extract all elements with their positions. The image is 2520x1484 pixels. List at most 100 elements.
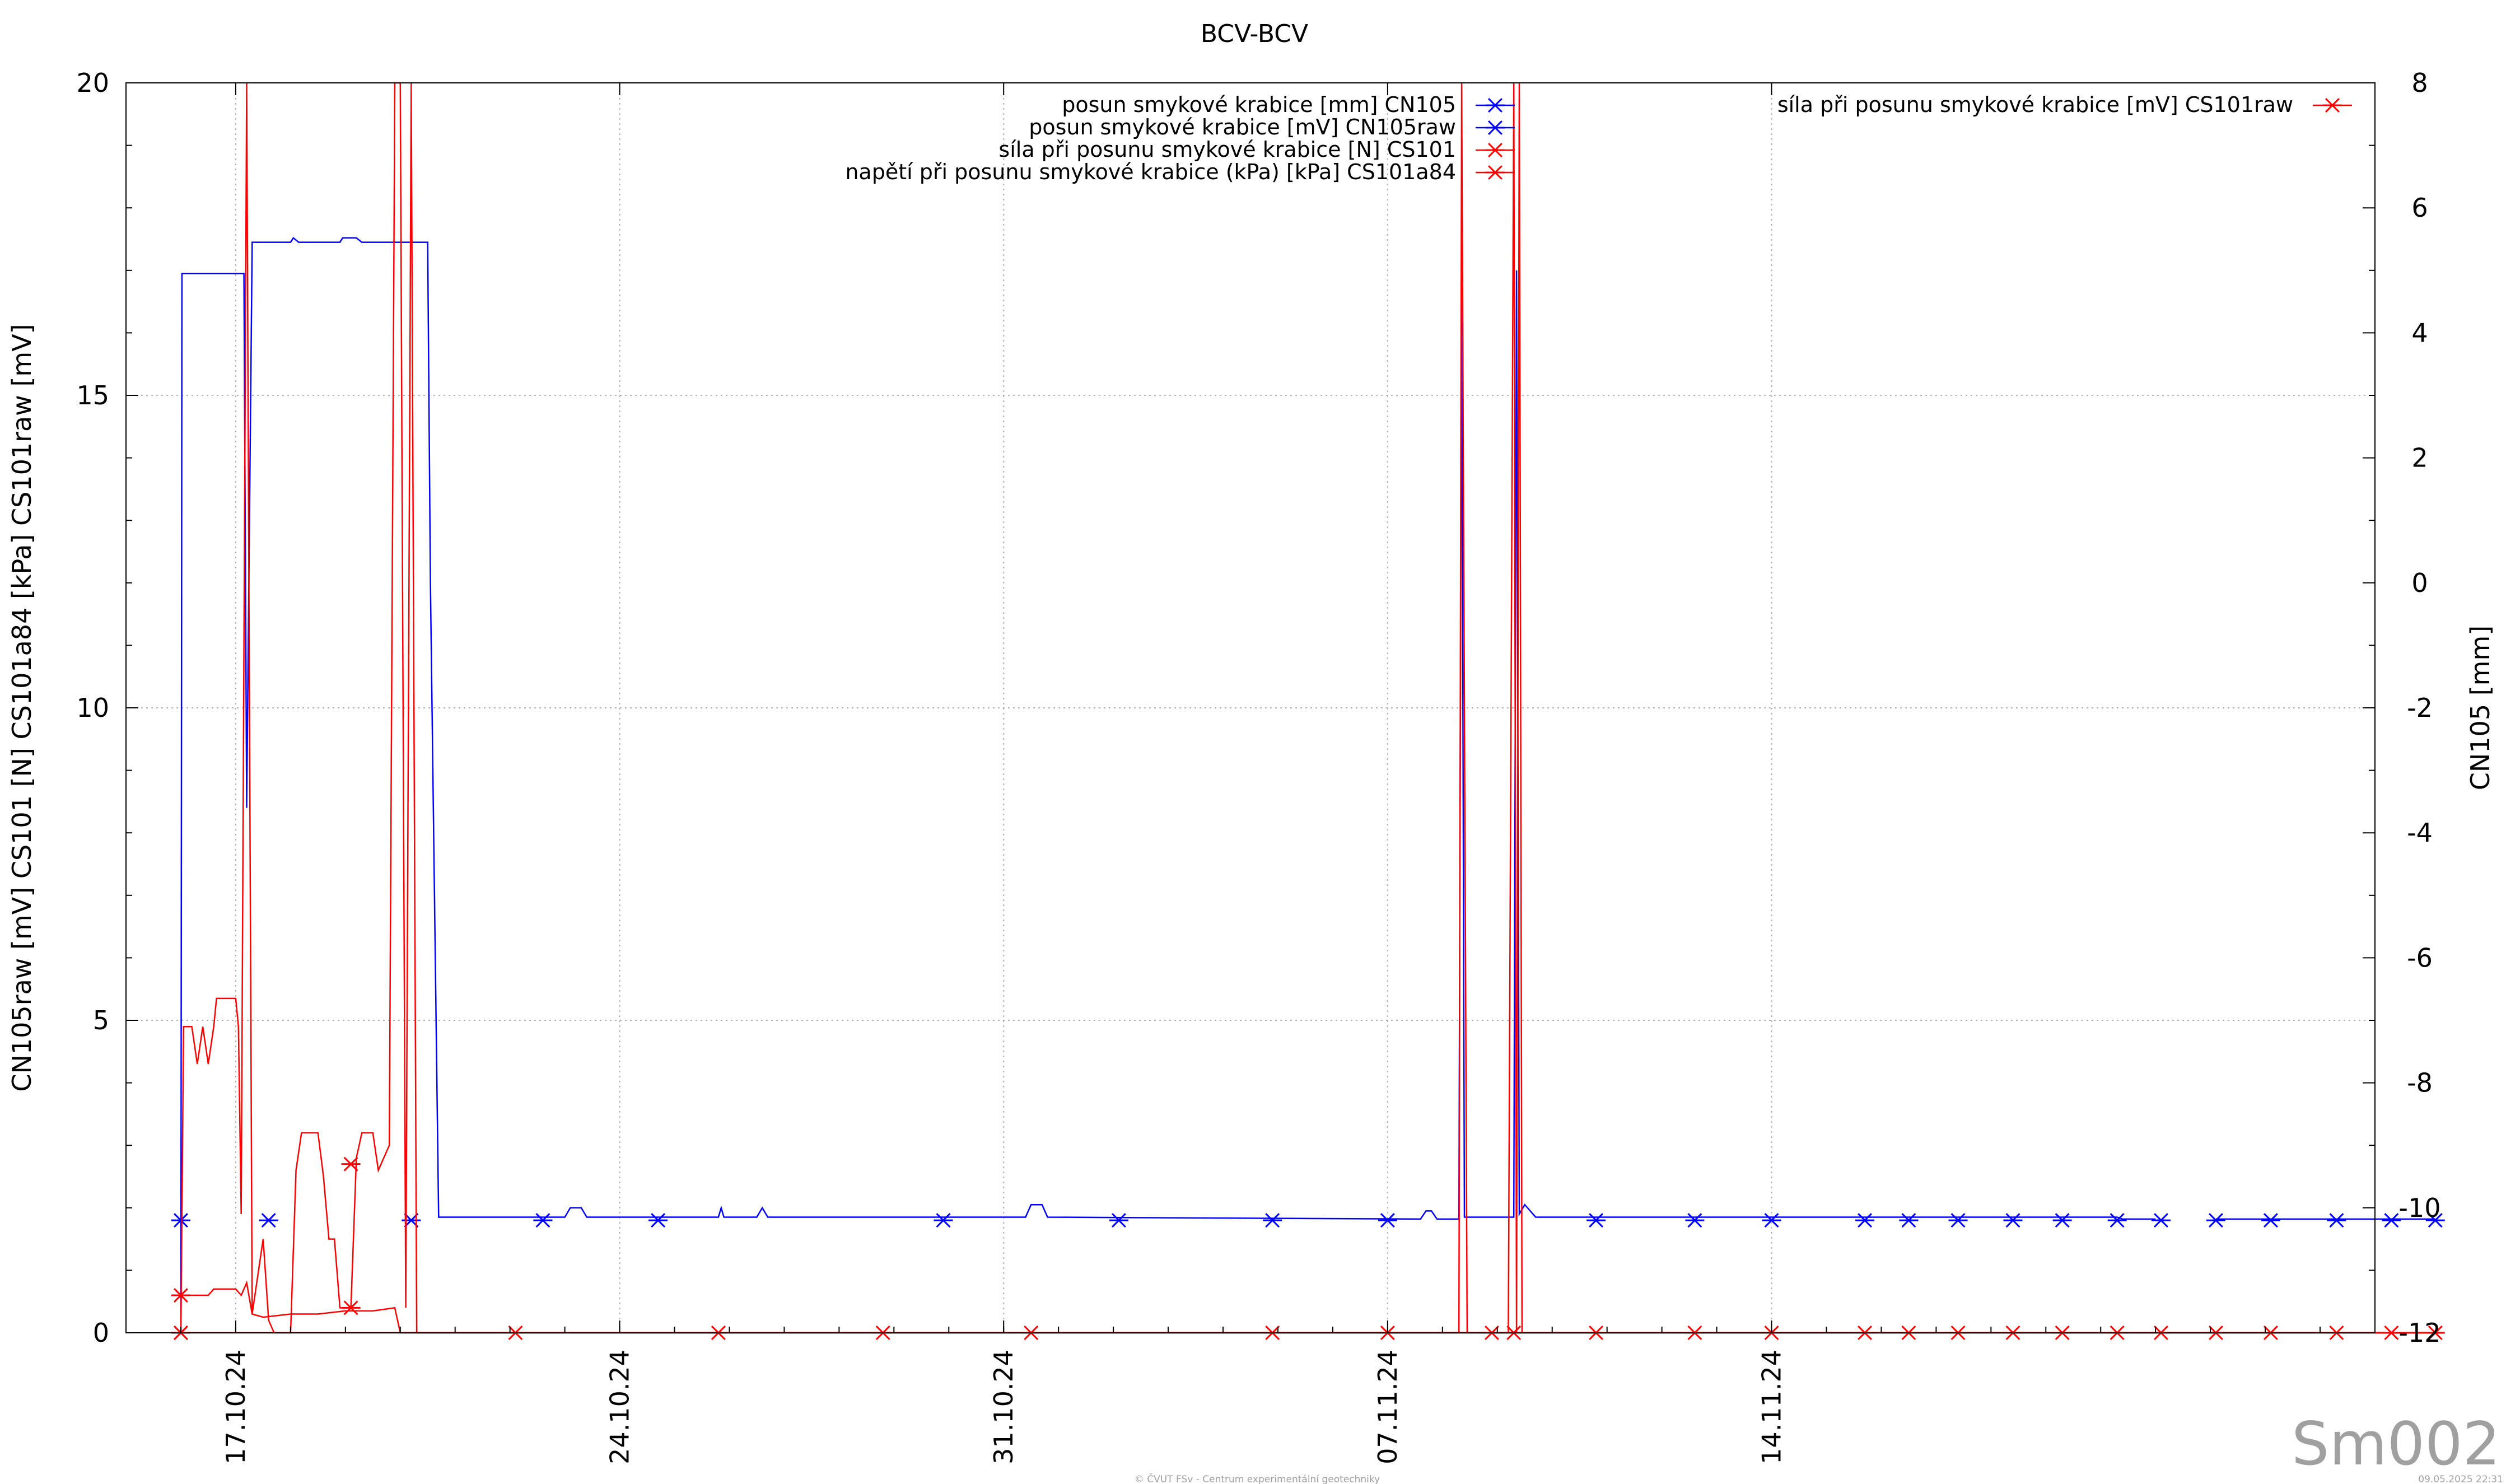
legend-entry: síla při posunu smykové krabice [N] CS10… bbox=[998, 137, 1515, 162]
series-marker-0 bbox=[2382, 1213, 2401, 1228]
marker-stroke bbox=[2329, 1213, 2344, 1228]
series-line-3 bbox=[181, 1280, 2435, 1334]
y-right-tick-label: -6 bbox=[2407, 942, 2433, 973]
x-tick-label: 07.11.24 bbox=[1373, 1350, 1403, 1464]
series-marker-0 bbox=[259, 1213, 278, 1228]
legend-swatch-marker bbox=[1486, 98, 1505, 113]
marker-stroke bbox=[1488, 120, 1502, 135]
y-right-tick-label: 8 bbox=[2411, 68, 2428, 98]
legend-entry-label: posun smykové krabice [mV] CN105raw bbox=[1029, 115, 1456, 139]
legend-entry-label: posun smykové krabice [mm] CN105 bbox=[1062, 92, 1456, 117]
series-marker-0 bbox=[1685, 1213, 1705, 1228]
series-marker-2 bbox=[341, 1300, 361, 1315]
x-tick-label: 17.10.24 bbox=[221, 1350, 251, 1464]
marker-stroke bbox=[343, 1300, 358, 1315]
series-marker-0 bbox=[2261, 1213, 2280, 1228]
legend-entry-label: síla při posunu smykové krabice [mV] CS1… bbox=[1777, 92, 2293, 117]
grid bbox=[126, 83, 2375, 1333]
legend-entry: posun smykové krabice [mm] CN105 bbox=[1062, 92, 1515, 117]
marker-stroke bbox=[2428, 1213, 2443, 1228]
series-marker-0 bbox=[1948, 1213, 1968, 1228]
series-marker-0 bbox=[2327, 1213, 2346, 1228]
y-right-tick-label: 2 bbox=[2411, 443, 2428, 473]
marker-stroke bbox=[2110, 1213, 2125, 1228]
series-marker-0 bbox=[648, 1213, 668, 1228]
marker-stroke bbox=[1380, 1213, 1395, 1228]
chart-title: BCV-BCV bbox=[1201, 20, 1308, 48]
y-right-tick-label: 0 bbox=[2411, 568, 2428, 598]
marker-stroke bbox=[651, 1213, 666, 1228]
marker-stroke bbox=[1589, 1213, 1604, 1228]
series-line-2 bbox=[180, 82, 2435, 1334]
legend-entry-label: síla při posunu smykové krabice [N] CS10… bbox=[998, 137, 1456, 162]
legend-entry: posun smykové krabice [mV] CN105raw bbox=[1029, 115, 1515, 139]
marker-stroke bbox=[2325, 98, 2340, 113]
series-marker-0 bbox=[1109, 1213, 1128, 1228]
footer-timestamp: 09.05.2025 22:31 bbox=[2418, 1474, 2503, 1484]
marker-stroke bbox=[2384, 1326, 2399, 1340]
x-tick-label: 14.11.24 bbox=[1757, 1350, 1787, 1464]
y-left-tick-label: 20 bbox=[76, 68, 109, 98]
series-marker-3 bbox=[171, 1288, 190, 1303]
legend-swatch-marker bbox=[2323, 98, 2342, 113]
marker-stroke bbox=[1687, 1213, 1702, 1228]
series-marker-4 bbox=[2425, 1326, 2445, 1340]
marker-stroke bbox=[2154, 1213, 2168, 1228]
marker-stroke bbox=[936, 1213, 951, 1228]
marker-stroke bbox=[2055, 1213, 2070, 1228]
legend-swatch-marker bbox=[1486, 143, 1505, 157]
marker-stroke bbox=[1265, 1213, 1280, 1228]
series-marker-0 bbox=[2052, 1213, 2072, 1228]
series-marker-0 bbox=[1899, 1213, 1919, 1228]
series-marker-0 bbox=[934, 1213, 953, 1228]
legend-swatch-marker bbox=[1486, 165, 1505, 180]
x-tick-label: 24.10.24 bbox=[605, 1350, 635, 1464]
marker-stroke bbox=[2208, 1213, 2223, 1228]
y-right-tick-label: -4 bbox=[2407, 818, 2433, 848]
marker-stroke bbox=[2384, 1213, 2399, 1228]
y-right-tick-label: -10 bbox=[2398, 1193, 2440, 1223]
series-marker-0 bbox=[1586, 1213, 1606, 1228]
marker-stroke bbox=[343, 1156, 358, 1172]
series-marker-0 bbox=[1263, 1213, 1282, 1228]
marker-stroke bbox=[1950, 1213, 1966, 1228]
marker-stroke bbox=[535, 1213, 550, 1228]
series-marker-0 bbox=[533, 1213, 553, 1228]
series-marker-0 bbox=[1855, 1213, 1875, 1228]
series-marker-0 bbox=[1378, 1213, 1397, 1228]
series-marker-4 bbox=[2382, 1326, 2401, 1340]
y-right-tick-label: -2 bbox=[2407, 693, 2433, 723]
marker-stroke bbox=[2428, 1326, 2443, 1340]
y-right-tick-label: -12 bbox=[2398, 1318, 2440, 1348]
series-marker-0 bbox=[1762, 1213, 1781, 1228]
series-marker-0 bbox=[2003, 1213, 2023, 1228]
marker-stroke bbox=[1764, 1213, 1779, 1228]
marker-stroke bbox=[1488, 165, 1502, 180]
x-tick-label: 31.10.24 bbox=[988, 1350, 1019, 1464]
legend-entry-label: napětí při posunu smykové krabice (kPa) … bbox=[845, 160, 1456, 184]
marker-stroke bbox=[2005, 1213, 2020, 1228]
series-marker-0 bbox=[2425, 1213, 2445, 1228]
legend-entry: napětí při posunu smykové krabice (kPa) … bbox=[845, 160, 1515, 184]
y-right-tick-label: 4 bbox=[2411, 318, 2428, 348]
series-marker-0 bbox=[2206, 1213, 2225, 1228]
marker-stroke bbox=[1111, 1213, 1126, 1228]
y-left-tick-label: 0 bbox=[93, 1318, 109, 1348]
marker-stroke bbox=[1488, 98, 1502, 113]
legend-entry: síla při posunu smykové krabice [mV] CS1… bbox=[1777, 92, 2352, 117]
marker-stroke bbox=[1488, 143, 1502, 157]
y-right-tick-label: -8 bbox=[2407, 1068, 2433, 1098]
y-left-tick-label: 5 bbox=[93, 1005, 109, 1035]
legend-swatch-marker bbox=[1486, 120, 1505, 135]
marker-stroke bbox=[173, 1288, 188, 1303]
watermark-label: Sm002 bbox=[2292, 1410, 2500, 1478]
marker-stroke bbox=[261, 1213, 276, 1228]
series-marker-3 bbox=[341, 1156, 361, 1172]
y-left-tick-label: 15 bbox=[76, 380, 109, 410]
y-right-tick-label: 6 bbox=[2411, 193, 2428, 223]
series-line-1 bbox=[180, 236, 2156, 1333]
y-axis-left-label: CN105raw [mV] CS101 [N] CS101a84 [kPa] C… bbox=[7, 324, 37, 1091]
y-left-tick-label: 10 bbox=[76, 693, 109, 723]
